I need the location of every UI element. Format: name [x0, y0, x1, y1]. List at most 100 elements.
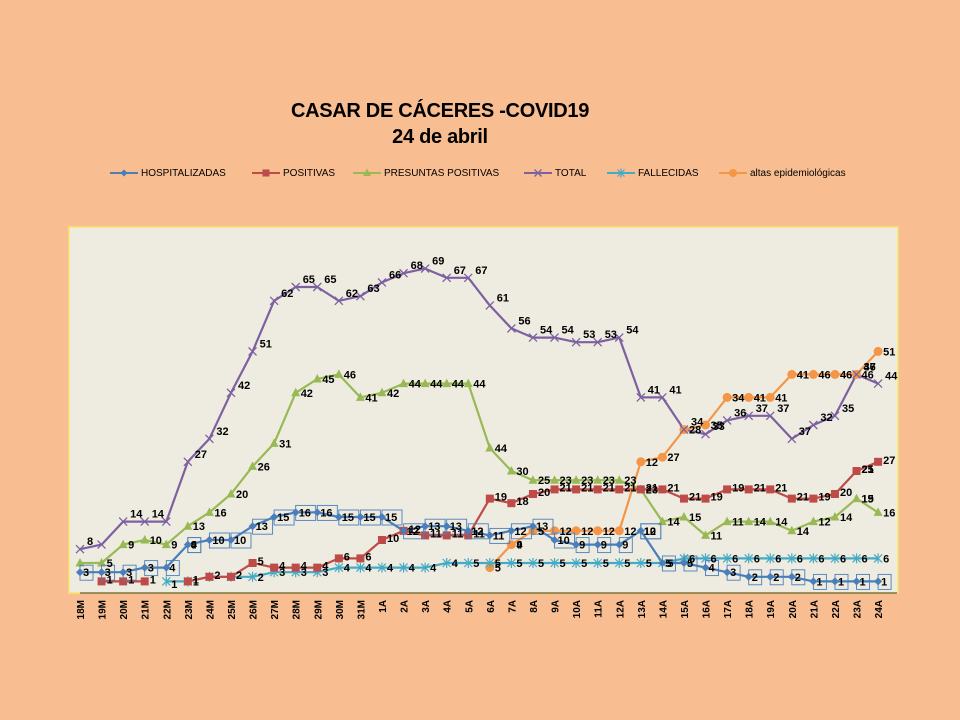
data-label-total: 27: [195, 449, 207, 461]
data-label-presuntas-positivas: 23: [581, 475, 593, 487]
data-label-presuntas-positivas: 44: [430, 379, 443, 391]
data-label-total: 67: [475, 265, 487, 277]
data-label-total: 54: [562, 325, 575, 337]
data-label-box: [554, 532, 575, 549]
data-label-fallecidas: 5: [624, 558, 630, 570]
x-tick-label: 10A: [572, 600, 583, 618]
point-positivas: [291, 563, 300, 572]
data-label-positivas: 21: [689, 492, 701, 504]
data-label-total: 32: [820, 412, 832, 424]
data-label-total: 35: [842, 403, 854, 415]
data-label-positivas: 21: [862, 464, 874, 476]
data-label-hospitalizadas: 2: [752, 572, 758, 584]
point-total: [830, 411, 840, 421]
point-total: [355, 291, 365, 301]
data-label-positivas: 19: [818, 492, 830, 504]
data-label-box: [877, 573, 892, 590]
point-fallecidas: [485, 558, 495, 568]
point-total: [636, 392, 646, 402]
point-fallecidas: [442, 558, 452, 568]
point-positivas: [550, 485, 559, 494]
data-label-box: [316, 504, 338, 521]
data-label-positivas: 6: [344, 551, 350, 563]
data-label-hospitalizadas: 1: [816, 576, 822, 588]
legend-swatch-positivas: [252, 169, 280, 177]
point-positivas: [787, 494, 796, 503]
point-total: [291, 282, 301, 292]
data-label-total: 37: [864, 361, 876, 373]
data-label-hospitalizadas: 13: [450, 521, 462, 533]
point-presuntas-positivas: [140, 535, 150, 544]
data-label-fallecidas: 6: [883, 553, 889, 565]
point-presuntas-positivas: [722, 516, 732, 526]
point-altas-epidemiologicas: [787, 369, 797, 379]
legend-label: PRESUNTAS POSITIVAS: [384, 167, 500, 179]
data-label-fallecidas: 5: [516, 558, 522, 570]
data-label-positivas: 10: [387, 533, 399, 545]
point-total: [485, 300, 495, 310]
x-tick-label: 4A: [443, 600, 454, 613]
x-tick-label: 30M: [335, 600, 346, 619]
data-label-box: [791, 569, 806, 586]
data-label-fallecidas: 3: [279, 567, 285, 579]
legend-marker-total: [534, 169, 542, 177]
legend-label: TOTAL: [555, 167, 587, 179]
data-label-total: 54: [626, 325, 639, 337]
data-label-total: 61: [497, 292, 509, 304]
point-total: [852, 369, 861, 379]
data-label-total: 41: [648, 384, 660, 396]
data-label-total: 62: [281, 288, 293, 300]
chart-subtitle: 24 de abril: [392, 126, 488, 148]
legend-item-total: TOTAL: [524, 164, 586, 182]
data-label-fallecidas: 5: [646, 558, 652, 570]
data-label-total: 33: [713, 421, 725, 433]
point-positivas: [852, 467, 861, 475]
data-label-altas-epidemiologicas: 12: [624, 526, 636, 538]
point-total: [97, 540, 107, 550]
point-presuntas-positivas: [204, 507, 214, 516]
point-fallecidas: [528, 558, 538, 568]
point-total: [614, 333, 624, 343]
plot-area: [68, 226, 899, 594]
data-label-box: [618, 537, 633, 554]
data-label-box: [122, 564, 137, 581]
data-label-hospitalizadas: 4: [709, 563, 716, 575]
data-label-altas-epidemiologicas: 4: [516, 540, 523, 552]
data-label-hospitalizadas: 3: [105, 567, 111, 579]
data-label-positivas: 27: [883, 455, 895, 467]
point-positivas: [119, 577, 128, 586]
series-line-fallecidas: [166, 557, 879, 583]
point-presuntas-positivas: [248, 461, 258, 470]
series-line-total: [79, 267, 879, 551]
point-fallecidas: [787, 553, 797, 564]
data-label-presuntas-positivas: 14: [754, 517, 767, 529]
point-presuntas-positivas: [765, 516, 775, 526]
data-label-hospitalizadas: 2: [773, 572, 779, 584]
data-label-total: 34: [691, 417, 704, 429]
data-label-fallecidas: 4: [409, 563, 416, 575]
data-label-presuntas-positivas: 9: [128, 540, 134, 552]
point-fallecidas: [377, 562, 387, 573]
data-label-fallecidas: 5: [560, 558, 566, 570]
chart-title-block: CASAR DE CÁCERES -COVID19 24 de abril: [240, 98, 640, 150]
data-label-altas-epidemiologicas: 46: [862, 369, 874, 381]
data-label-total: 63: [367, 283, 379, 295]
point-positivas: [270, 563, 279, 572]
data-label-total: 56: [518, 315, 530, 327]
data-label-total: 37: [756, 403, 768, 415]
x-tick-label: 16A: [702, 600, 713, 618]
data-label-fallecidas: 6: [732, 553, 738, 565]
x-tick-label: 13A: [637, 600, 648, 618]
data-label-altas-epidemiologicas: 41: [754, 392, 766, 404]
data-label-box: [446, 518, 468, 535]
x-tick-label: 25M: [227, 600, 238, 619]
data-label-fallecidas: 5: [538, 558, 544, 570]
point-total: [593, 337, 603, 347]
data-label-box: [79, 564, 94, 581]
point-presuntas-positivas: [420, 378, 430, 388]
data-label-positivas: 19: [711, 492, 723, 504]
point-fallecidas: [571, 558, 581, 568]
point-presuntas-positivas: [614, 475, 624, 484]
point-total: [226, 388, 236, 398]
